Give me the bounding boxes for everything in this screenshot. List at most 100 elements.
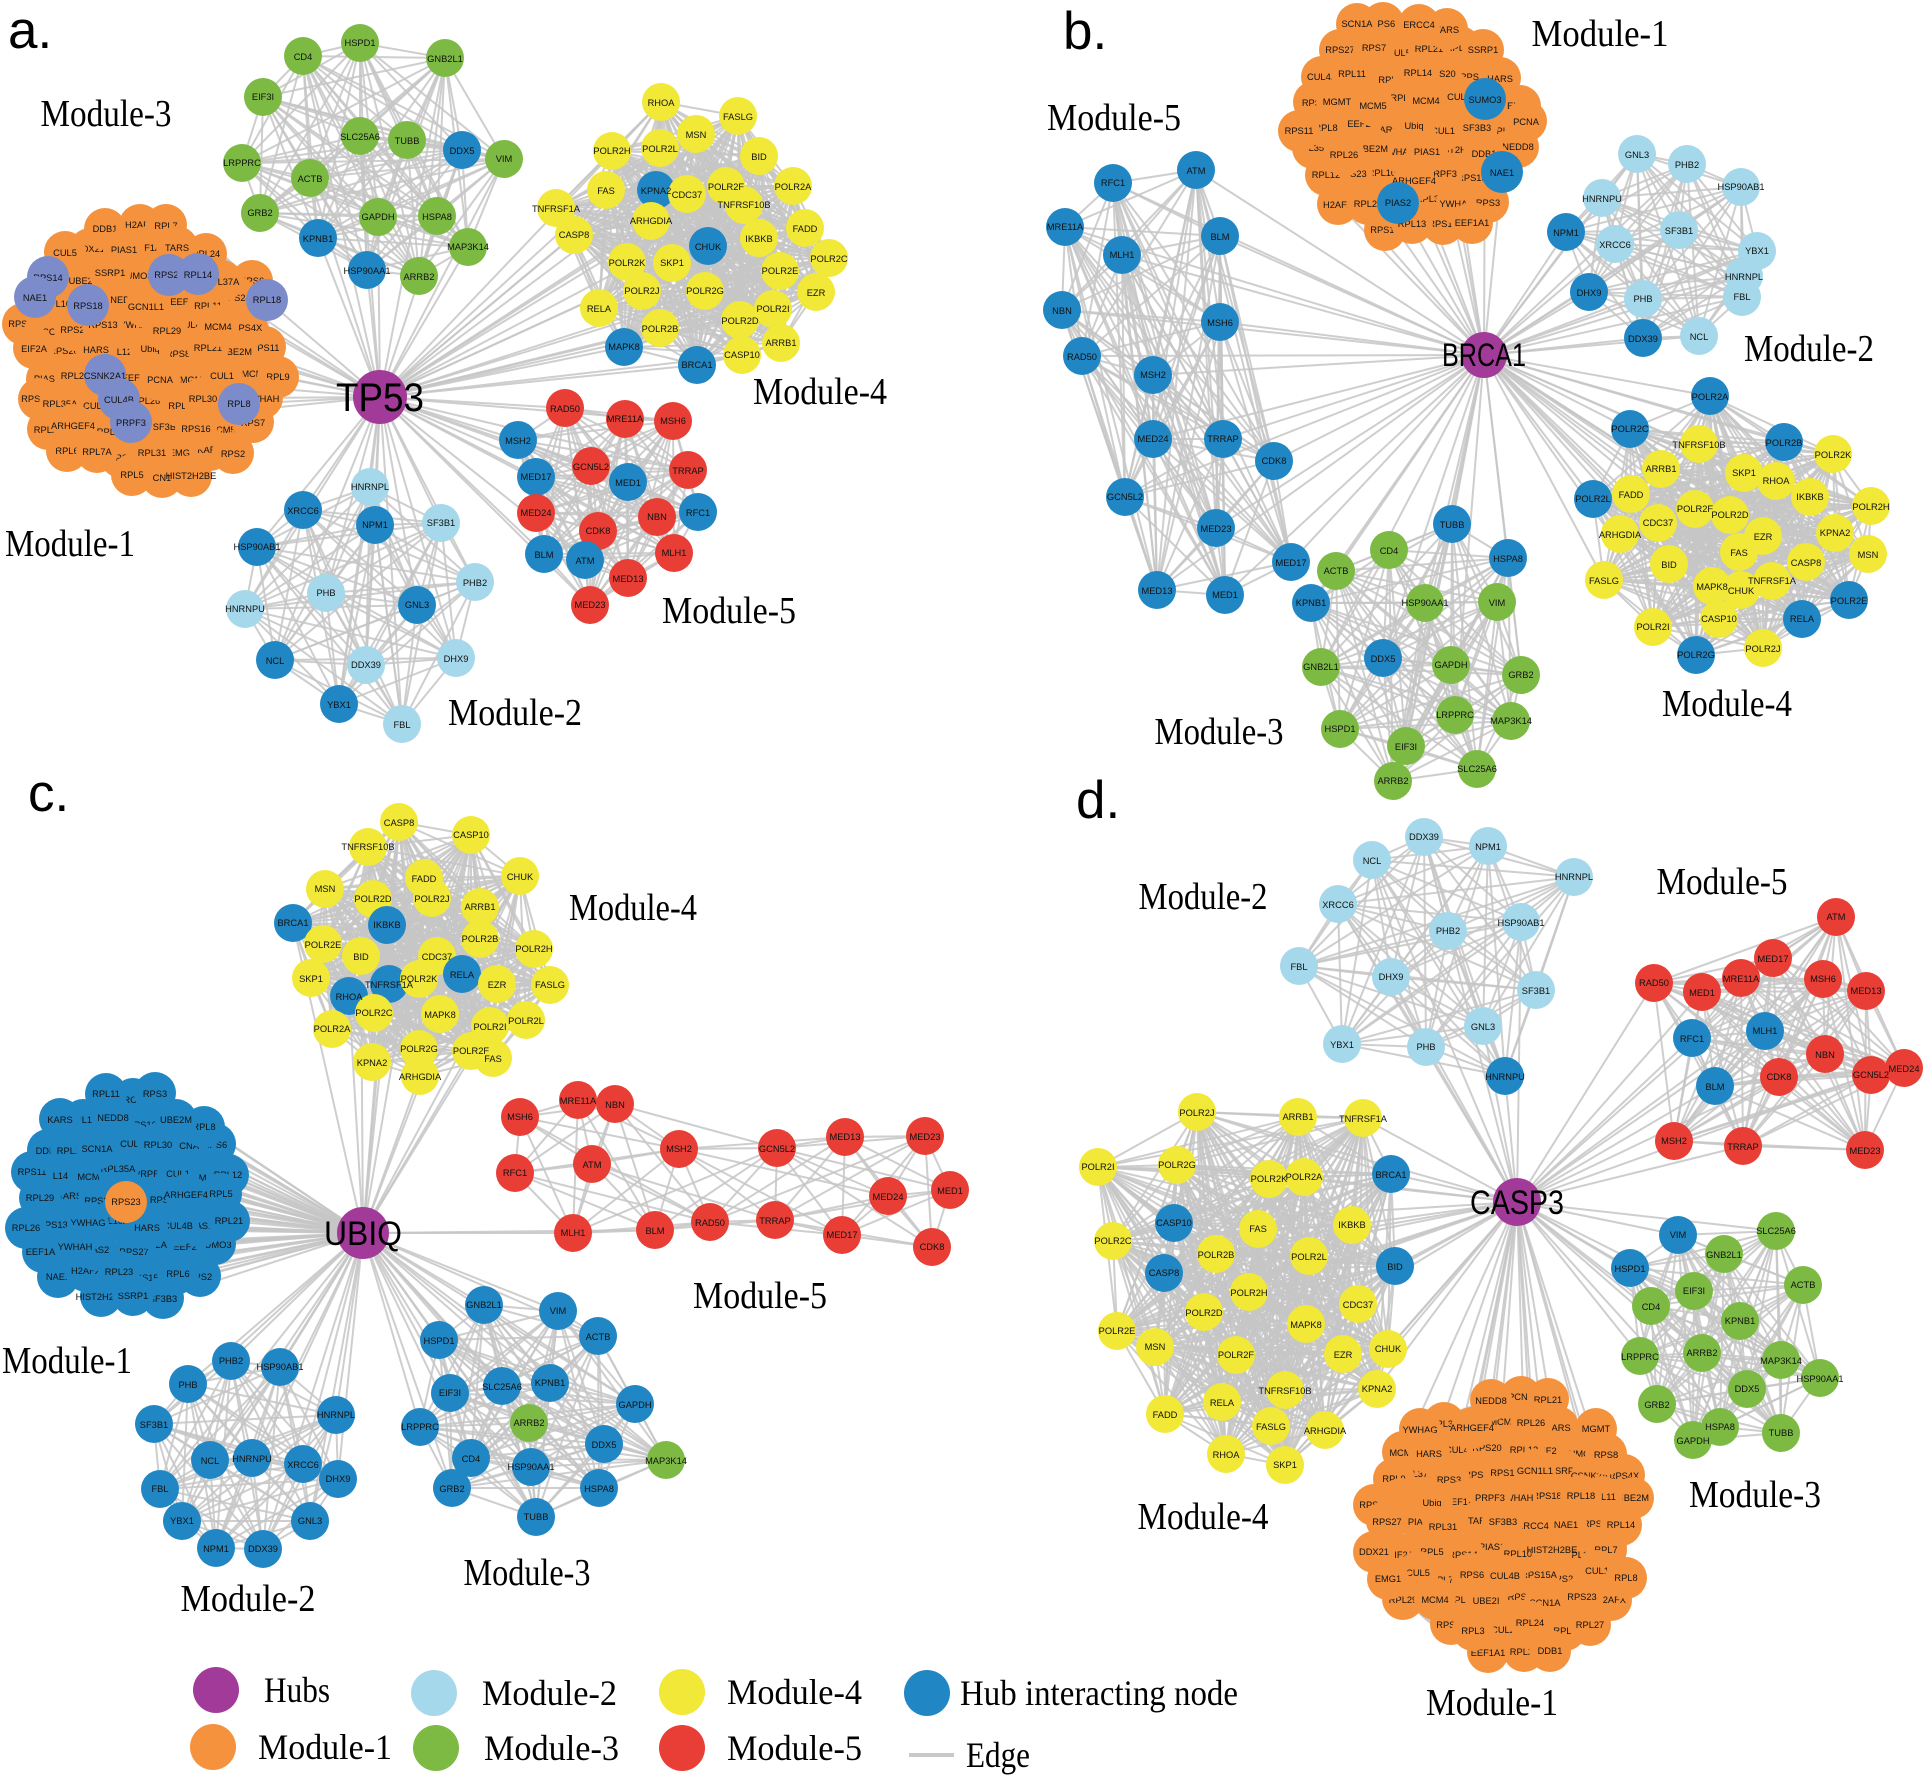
svg-text:GCN5L2: GCN5L2 xyxy=(1853,1070,1889,1080)
svg-text:MED23: MED23 xyxy=(909,1132,940,1142)
svg-text:MED17: MED17 xyxy=(1757,954,1788,964)
svg-text:MAPK8: MAPK8 xyxy=(1696,582,1728,592)
svg-text:HSP90AB1: HSP90AB1 xyxy=(233,542,280,552)
svg-text:NPM1: NPM1 xyxy=(362,520,388,530)
svg-text:MED23: MED23 xyxy=(1849,1146,1880,1156)
svg-text:BLM: BLM xyxy=(534,550,553,560)
svg-text:FADD: FADD xyxy=(1153,1410,1178,1420)
svg-text:ARRB2: ARRB2 xyxy=(1686,1348,1717,1358)
svg-text:Ubiq: Ubiq xyxy=(1404,121,1423,131)
svg-text:ATM: ATM xyxy=(576,556,595,566)
svg-text:DHX9: DHX9 xyxy=(1577,288,1602,298)
svg-text:MSH6: MSH6 xyxy=(660,416,686,426)
svg-text:Module-5: Module-5 xyxy=(693,1275,827,1317)
svg-text:GAPDH: GAPDH xyxy=(1676,1436,1709,1446)
svg-text:MAP3K14: MAP3K14 xyxy=(645,1456,687,1466)
svg-text:PHB: PHB xyxy=(1633,294,1652,304)
svg-text:CD4: CD4 xyxy=(294,52,313,62)
svg-text:ARRB1: ARRB1 xyxy=(464,902,495,912)
svg-text:RPS27: RPS27 xyxy=(1372,1517,1401,1527)
svg-text:PIAS2: PIAS2 xyxy=(1385,198,1411,208)
svg-text:POLR2J: POLR2J xyxy=(1179,1108,1214,1118)
svg-text:GCN1L1: GCN1L1 xyxy=(1517,1466,1553,1476)
svg-text:ARRB2: ARRB2 xyxy=(513,1418,544,1428)
svg-text:POLR2K: POLR2K xyxy=(401,974,438,984)
svg-text:POLR2H: POLR2H xyxy=(593,146,630,156)
svg-text:MSN: MSN xyxy=(1145,1342,1166,1352)
svg-text:NEDD8: NEDD8 xyxy=(97,1113,129,1123)
svg-text:MCM5: MCM5 xyxy=(1359,101,1386,111)
svg-text:NPM1: NPM1 xyxy=(1553,228,1579,238)
svg-text:GAPDH: GAPDH xyxy=(1434,660,1467,670)
svg-text:MED1: MED1 xyxy=(1212,590,1238,600)
svg-text:PHB: PHB xyxy=(178,1380,197,1390)
svg-text:POLR2K: POLR2K xyxy=(609,258,646,268)
svg-text:IKBKB: IKBKB xyxy=(745,234,772,244)
svg-text:KPNA2: KPNA2 xyxy=(357,1058,388,1068)
svg-text:MED17: MED17 xyxy=(1275,558,1306,568)
svg-text:CUL5: CUL5 xyxy=(53,248,77,258)
svg-text:PHB2: PHB2 xyxy=(1436,926,1460,936)
svg-text:FAS: FAS xyxy=(484,1054,502,1064)
svg-text:TNFRSF10B: TNFRSF10B xyxy=(341,842,394,852)
svg-text:Module-3: Module-3 xyxy=(1155,711,1284,753)
svg-text:FBL: FBL xyxy=(393,720,410,730)
svg-text:BLM: BLM xyxy=(1210,232,1229,242)
svg-text:MRE11A: MRE11A xyxy=(560,1096,597,1106)
svg-text:FADD: FADD xyxy=(1619,490,1644,500)
svg-text:RPL26: RPL26 xyxy=(12,1223,40,1233)
svg-text:POLR2C: POLR2C xyxy=(810,254,847,264)
svg-text:RPL7A: RPL7A xyxy=(82,447,112,457)
svg-text:Module-5: Module-5 xyxy=(662,590,796,632)
svg-text:POLR2F: POLR2F xyxy=(1218,1350,1254,1360)
svg-text:HNRNPL: HNRNPL xyxy=(317,1410,355,1420)
svg-text:MLH1: MLH1 xyxy=(561,1228,586,1238)
svg-text:ARHGEF4: ARHGEF4 xyxy=(51,421,95,431)
svg-text:CDC37: CDC37 xyxy=(422,952,452,962)
svg-text:SLC25A6: SLC25A6 xyxy=(1457,764,1497,774)
svg-text:POLR2G: POLR2G xyxy=(686,286,724,296)
svg-text:POLR2J: POLR2J xyxy=(414,894,449,904)
svg-text:SKP1: SKP1 xyxy=(660,258,684,268)
svg-text:HNRNPU: HNRNPU xyxy=(232,1454,272,1464)
svg-text:EEF1A1: EEF1A1 xyxy=(1455,218,1490,228)
svg-text:FBL: FBL xyxy=(151,1484,168,1494)
svg-text:GNB2L1: GNB2L1 xyxy=(1303,662,1339,672)
svg-text:CD4: CD4 xyxy=(1642,1302,1661,1312)
svg-text:RPS2: RPS2 xyxy=(221,449,245,459)
svg-text:LRPPRC: LRPPRC xyxy=(223,158,261,168)
svg-text:NEDD8: NEDD8 xyxy=(1475,1396,1507,1406)
svg-text:EIF3I: EIF3I xyxy=(1395,742,1417,752)
svg-text:BID: BID xyxy=(1387,1262,1403,1272)
svg-text:RELA: RELA xyxy=(450,970,475,980)
svg-text:POLR2L: POLR2L xyxy=(508,1016,544,1026)
svg-text:Module-5: Module-5 xyxy=(1047,97,1181,139)
svg-text:EIF3I: EIF3I xyxy=(439,1388,461,1398)
svg-text:CUL4B: CUL4B xyxy=(1490,1571,1520,1581)
svg-text:CASP10: CASP10 xyxy=(453,830,489,840)
svg-text:Module-3: Module-3 xyxy=(41,93,172,135)
svg-text:RELA: RELA xyxy=(1210,1398,1235,1408)
svg-text:POLR2B: POLR2B xyxy=(642,324,679,334)
svg-text:RPL8: RPL8 xyxy=(1614,1573,1637,1583)
svg-text:FBL: FBL xyxy=(1733,292,1750,302)
svg-text:VIM: VIM xyxy=(1489,598,1506,608)
svg-text:MLH1: MLH1 xyxy=(1110,250,1135,260)
svg-text:UBIQ: UBIQ xyxy=(324,1215,402,1253)
svg-text:RPL26: RPL26 xyxy=(1517,1418,1545,1428)
svg-text:GRB2: GRB2 xyxy=(1508,670,1533,680)
svg-text:RHOA: RHOA xyxy=(648,98,676,108)
svg-text:YBX1: YBX1 xyxy=(170,1516,194,1526)
svg-text:HARS: HARS xyxy=(83,345,109,355)
svg-text:MSH2: MSH2 xyxy=(1140,370,1166,380)
svg-text:RPS23: RPS23 xyxy=(1567,1592,1596,1602)
svg-text:BID: BID xyxy=(1661,560,1677,570)
svg-text:PCNA: PCNA xyxy=(1513,117,1540,127)
svg-text:RAD50: RAD50 xyxy=(1067,352,1097,362)
svg-text:CASP10: CASP10 xyxy=(1701,614,1737,624)
svg-text:DDX5: DDX5 xyxy=(592,1440,617,1450)
svg-text:NPM1: NPM1 xyxy=(203,1544,229,1554)
svg-text:HSPA8: HSPA8 xyxy=(1493,554,1523,564)
svg-text:MED13: MED13 xyxy=(1141,586,1172,596)
svg-text:TUBB: TUBB xyxy=(1769,1428,1794,1438)
